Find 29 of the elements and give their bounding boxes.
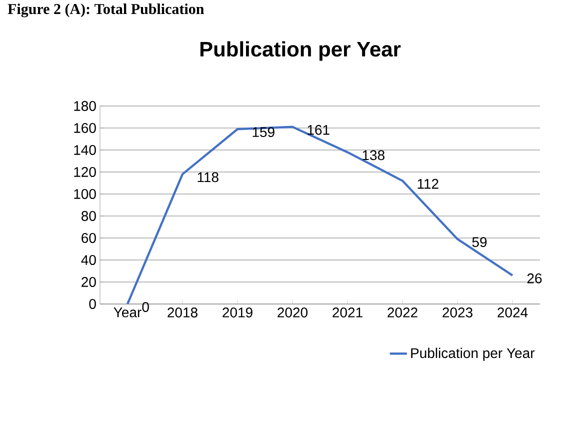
data-label: 159 <box>252 127 274 138</box>
data-label: 26 <box>527 273 542 284</box>
y-tick-label: 180 <box>74 101 96 111</box>
legend-label: Publication per Year <box>411 348 535 361</box>
caption: Figure 2 (A): Total Publication <box>8 4 204 18</box>
x-tick-label: 2024 <box>498 308 528 318</box>
data-label: 161 <box>308 124 330 135</box>
data-label: 0 <box>142 302 149 312</box>
y-tick-label: 20 <box>82 277 96 287</box>
x-tick-label: 2020 <box>278 308 308 318</box>
y-tick-label: 80 <box>82 211 96 221</box>
x-tick-label: 2018 <box>168 308 198 318</box>
y-tick-label: 100 <box>74 189 96 199</box>
y-tick-label: 120 <box>74 167 96 177</box>
y-tick-label: 160 <box>74 123 96 133</box>
y-tick-label: 60 <box>82 233 96 243</box>
data-label: 138 <box>362 150 384 160</box>
y-tick-label: 0 <box>89 299 96 309</box>
data-label: 118 <box>198 172 218 182</box>
y-tick-label: 40 <box>81 255 96 265</box>
x-tick-label: 2021 <box>332 308 362 318</box>
chart-title: Publication per Year <box>200 41 401 61</box>
y-tick-label: 140 <box>74 145 96 155</box>
data-label: 59 <box>472 237 487 248</box>
data-label: 112 <box>418 178 438 189</box>
x-tick-label: Year <box>114 308 142 318</box>
x-tick-label: 2019 <box>222 308 252 318</box>
x-tick-label: 2022 <box>388 308 418 318</box>
x-tick-label: 2023 <box>442 308 472 318</box>
